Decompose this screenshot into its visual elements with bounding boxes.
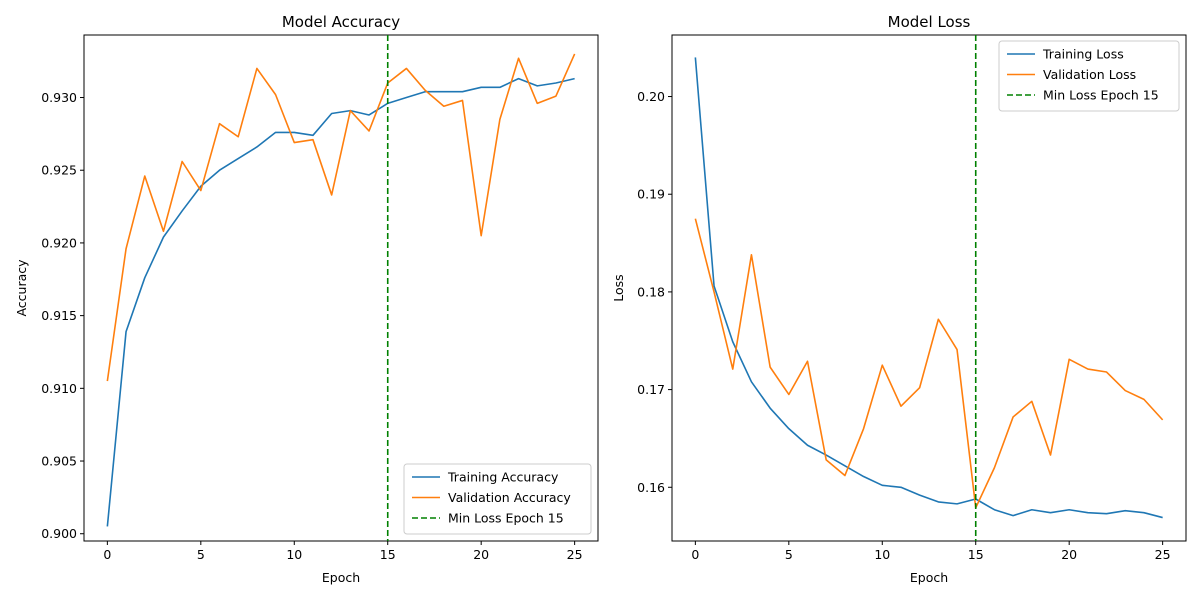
x-tick-label: 20 [473, 547, 489, 562]
y-axis-label: Loss [611, 274, 626, 301]
x-tick-label: 25 [1155, 547, 1171, 562]
x-tick-label: 25 [567, 547, 583, 562]
chart-title: Model Loss [888, 13, 971, 31]
y-tick-label: 0.915 [41, 308, 77, 323]
loss-chart: Model Loss 0 5 10 15 20 25 0.16 0.17 0.18 0.19 0.20… [611, 13, 1187, 585]
training-accuracy-line [106, 77, 575, 527]
x-tick-label: 15 [380, 547, 396, 562]
x-tick-label: 5 [197, 547, 205, 562]
x-tick-label: 0 [103, 547, 111, 562]
legend: Training Loss Validation Loss Min Loss Epo… [998, 40, 1180, 112]
y-tick-label: 0.900 [41, 526, 77, 541]
legend-box [998, 40, 1180, 112]
x-tick-label: 10 [286, 547, 302, 562]
x-axis-label: Epoch [322, 570, 360, 585]
y-tick-label: 0.925 [41, 163, 77, 178]
plot-frame [671, 34, 1187, 542]
validation-accuracy-line [106, 53, 576, 382]
x-tick-label: 20 [1061, 547, 1077, 562]
legend: Training Accuracy Validation Accuracy Min … [403, 463, 592, 535]
y-tick-label: 0.20 [637, 89, 665, 104]
y-tick-label: 0.930 [41, 90, 77, 105]
legend-label: Min Loss Epoch 15 [1043, 88, 1159, 103]
x-tick-label: 5 [785, 547, 793, 562]
legend-label: Training Accuracy [447, 470, 559, 485]
y-axis-label: Accuracy [14, 259, 29, 317]
plot-frame [83, 34, 599, 542]
y-tick-label: 0.920 [41, 235, 77, 250]
y-tick-label: 0.16 [637, 480, 665, 495]
y-tick-label: 0.910 [41, 381, 77, 396]
x-tick-label: 10 [874, 547, 890, 562]
legend-label: Validation Accuracy [448, 490, 571, 505]
accuracy-chart: Model Accuracy 0 5 10 15 20 25 0.900 0.905 0.910 0… [14, 13, 599, 585]
y-tick-label: 0.905 [41, 454, 77, 469]
x-tick-label: 0 [691, 547, 699, 562]
legend-label: Validation Loss [1043, 67, 1136, 82]
y-tick-label: 0.17 [637, 382, 665, 397]
legend-label: Training Loss [1042, 47, 1124, 62]
chart-title: Model Accuracy [282, 13, 400, 31]
legend-box [403, 463, 592, 535]
y-tick-label: 0.19 [637, 187, 665, 202]
y-tick-label: 0.18 [637, 284, 665, 299]
training-loss-line [694, 57, 1163, 519]
validation-loss-line [694, 218, 1164, 509]
x-tick-label: 15 [968, 547, 984, 562]
x-axis-label: Epoch [910, 570, 948, 585]
legend-label: Min Loss Epoch 15 [448, 511, 564, 526]
